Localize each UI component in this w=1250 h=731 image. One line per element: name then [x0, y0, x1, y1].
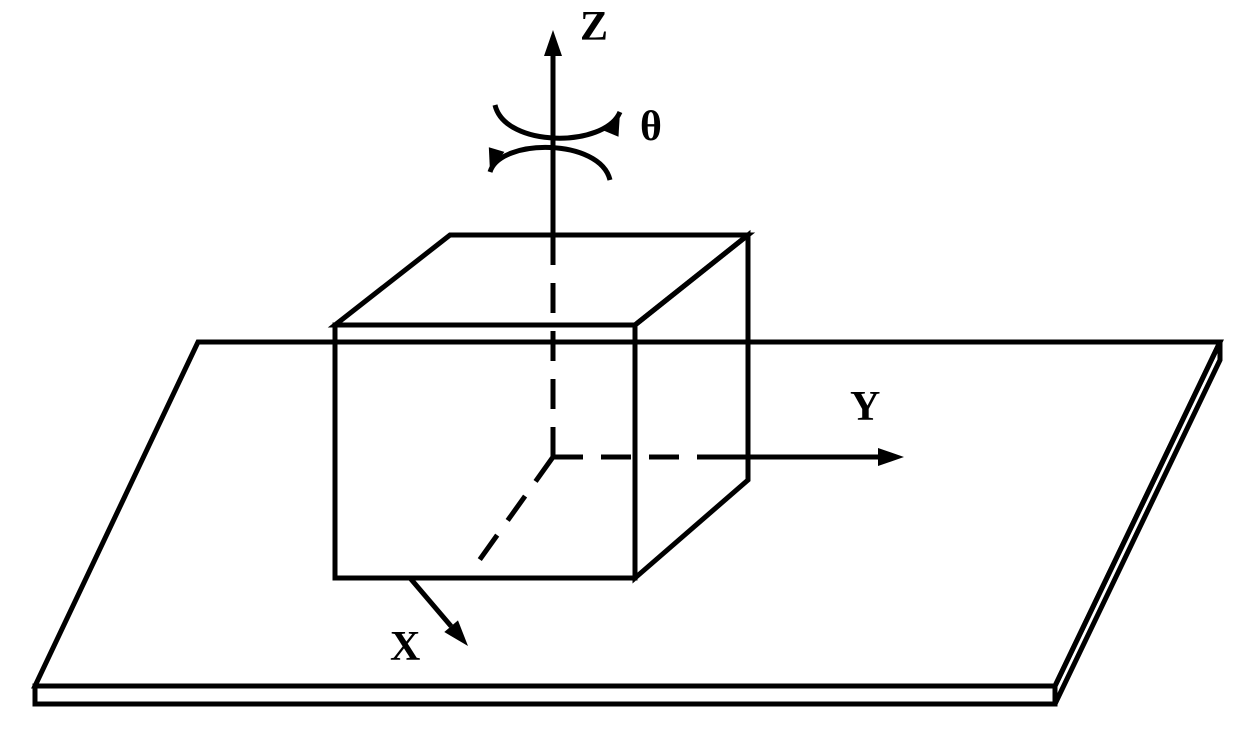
- coordinate-diagram: Z Y Xθ: [0, 0, 1250, 731]
- x-axis-label: X: [390, 624, 420, 670]
- cube: [335, 235, 748, 578]
- z-axis-label: Z: [580, 4, 608, 50]
- theta-label: θ: [640, 104, 662, 150]
- y-axis-label: Y: [850, 384, 880, 430]
- ground-plane: [35, 342, 1220, 704]
